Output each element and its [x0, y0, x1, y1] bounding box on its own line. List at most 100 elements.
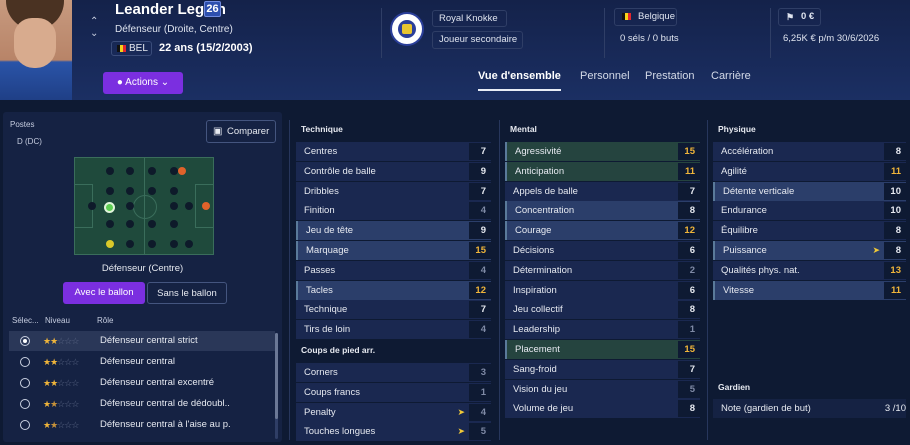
with-ball-button[interactable]: Avec le ballon [63, 282, 145, 304]
set-pieces-title: Coups de pied arr. [301, 345, 376, 355]
compare-icon: ▣ [213, 126, 223, 137]
role-row[interactable]: ★★☆☆☆ Défenseur central de dédoubl... [9, 394, 275, 414]
tab-performance[interactable]: Prestation [645, 70, 695, 82]
attribute-name: Équilibre [721, 225, 758, 237]
pitch-caption: Défenseur (Centre) [101, 263, 184, 274]
actions-button[interactable]: ● Actions ⌄ [103, 72, 183, 94]
attribute-name: Endurance [721, 205, 767, 217]
attribute-row[interactable]: Agilité 11 [713, 161, 906, 181]
attribute-name: Accélération [721, 146, 774, 157]
role-radio[interactable] [20, 336, 30, 346]
value-amount: 0 € [801, 11, 815, 22]
attribute-value: 12 [678, 222, 700, 240]
attribute-value: 7 [469, 182, 491, 200]
chevron-up-icon[interactable]: ⌃ [90, 16, 99, 27]
attribute-row[interactable]: Leadership 1 [505, 320, 700, 340]
attribute-row[interactable]: Anticipation 11 [505, 161, 700, 181]
attribute-row[interactable]: Passes 4 [296, 260, 491, 280]
attribute-value: 15 [469, 242, 491, 259]
attribute-name: Sang-froid [513, 363, 557, 375]
mental-title: Mental [510, 124, 537, 134]
role-row[interactable]: ★★☆☆☆ Défenseur central excentré [9, 373, 275, 393]
attribute-row[interactable]: Courage 12 [505, 221, 700, 241]
chevron-down-icon[interactable]: ⌄ [90, 28, 99, 39]
technique-title: Technique [301, 124, 343, 134]
tab-career[interactable]: Carrière [711, 70, 751, 82]
club-logo[interactable] [390, 12, 424, 46]
role-radio[interactable] [20, 420, 30, 430]
attribute-name: Placement [515, 344, 560, 355]
club-role: Joueur secondaire [432, 31, 523, 49]
attribute-row[interactable]: Coups francs 1 [296, 382, 491, 402]
roles-scrollbar[interactable] [275, 333, 278, 439]
attribute-row[interactable]: Dribbles 7 [296, 181, 491, 201]
attribute-row[interactable]: Touches longues ➤ 5 [296, 422, 491, 442]
attribute-row[interactable]: Décisions 6 [505, 241, 700, 260]
role-name: Défenseur central de dédoubl... [100, 398, 230, 409]
compare-button[interactable]: ▣ Comparer [206, 120, 276, 143]
role-name: Défenseur central [100, 356, 175, 367]
attribute-row[interactable]: Placement 15 [505, 340, 700, 359]
attribute-row[interactable]: Inspiration 6 [505, 280, 700, 300]
attribute-row[interactable]: Détermination 2 [505, 260, 700, 280]
positions-panel: Postes D (DC) ▣ Comparer Défenseur (Cent… [3, 112, 282, 442]
goalkeeper-rating-label: Note (gardien de but) [721, 403, 811, 414]
attribute-value: 4 [469, 202, 491, 220]
position-dot-natural [104, 202, 115, 213]
attribute-row[interactable]: Contrôle de balle 9 [296, 161, 491, 181]
attribute-value: 4 [469, 403, 491, 421]
without-ball-button[interactable]: Sans le ballon [147, 282, 227, 304]
attribute-name: Dribbles [304, 185, 339, 197]
attribute-row[interactable]: Sang-froid 7 [505, 359, 700, 379]
attribute-row[interactable]: Équilibre 8 [713, 221, 906, 241]
club-name[interactable]: Royal Knokke [432, 10, 507, 27]
attribute-row[interactable]: Technique 7 [296, 300, 491, 320]
nation-badge[interactable]: Belgique [614, 8, 677, 26]
nation-name: Belgique [638, 11, 675, 22]
attribute-value: 15 [678, 341, 700, 358]
role-radio[interactable] [20, 357, 30, 367]
role-row[interactable]: ★★☆☆☆ Défenseur central strict [9, 331, 275, 351]
role-name: Défenseur central strict [100, 335, 198, 346]
attribute-value: 11 [678, 162, 700, 180]
attribute-value: 8 [884, 143, 906, 160]
attribute-name: Anticipation [515, 165, 565, 177]
role-row[interactable]: ★★☆☆☆ Défenseur central [9, 352, 275, 372]
attribute-row[interactable]: Penalty ➤ 4 [296, 402, 491, 422]
attribute-row[interactable]: Concentration 8 [505, 201, 700, 221]
attribute-row[interactable]: Agressivité 15 [505, 142, 700, 161]
attribute-name: Agressivité [515, 146, 562, 157]
attribute-row[interactable]: Détente verticale 10 [713, 181, 906, 201]
role-radio[interactable] [20, 378, 30, 388]
attribute-row[interactable]: Jeu de tête 9 [296, 221, 491, 241]
attribute-value: 2 [678, 261, 700, 279]
role-radio[interactable] [20, 399, 30, 409]
attribute-row[interactable]: Tirs de loin 4 [296, 320, 491, 340]
tab-overview[interactable]: Vue d'ensemble [478, 70, 561, 91]
attribute-row[interactable]: Vitesse 11 [713, 280, 906, 300]
role-row[interactable]: ★★☆☆☆ Défenseur central à l'aise au p... [9, 415, 275, 435]
attribute-row[interactable]: Appels de balle 7 [505, 181, 700, 201]
attribute-name: Détermination [513, 264, 573, 276]
attribute-row[interactable]: Centres 7 [296, 142, 491, 161]
attribute-row[interactable]: Vision du jeu 5 [505, 379, 700, 399]
attribute-row[interactable]: Jeu collectif 8 [505, 300, 700, 320]
attribute-row[interactable]: Finition 4 [296, 201, 491, 221]
tab-personal[interactable]: Personnel [580, 70, 630, 82]
player-position: Défenseur (Droite, Centre) [115, 24, 233, 35]
attribute-row[interactable]: Endurance 10 [713, 201, 906, 221]
attribute-value: 7 [678, 360, 700, 378]
trend-arrow-icon: ➤ [872, 245, 880, 255]
attribute-row[interactable]: Marquage 15 [296, 241, 491, 260]
value-badge[interactable]: ⚑ 0 € [778, 8, 821, 26]
attribute-row[interactable]: Puissance ➤ 8 [713, 241, 906, 260]
attribute-value: 13 [884, 261, 906, 279]
attribute-row[interactable]: Accélération 8 [713, 142, 906, 161]
attribute-name: Passes [304, 264, 336, 276]
attribute-row[interactable]: Tacles 12 [296, 280, 491, 300]
attribute-row[interactable]: Volume de jeu 8 [505, 399, 700, 419]
attribute-value: 9 [469, 162, 491, 180]
attribute-value: 12 [469, 281, 491, 299]
attribute-row[interactable]: Corners 3 [296, 363, 491, 382]
attribute-row[interactable]: Qualités phys. nat. 13 [713, 260, 906, 280]
